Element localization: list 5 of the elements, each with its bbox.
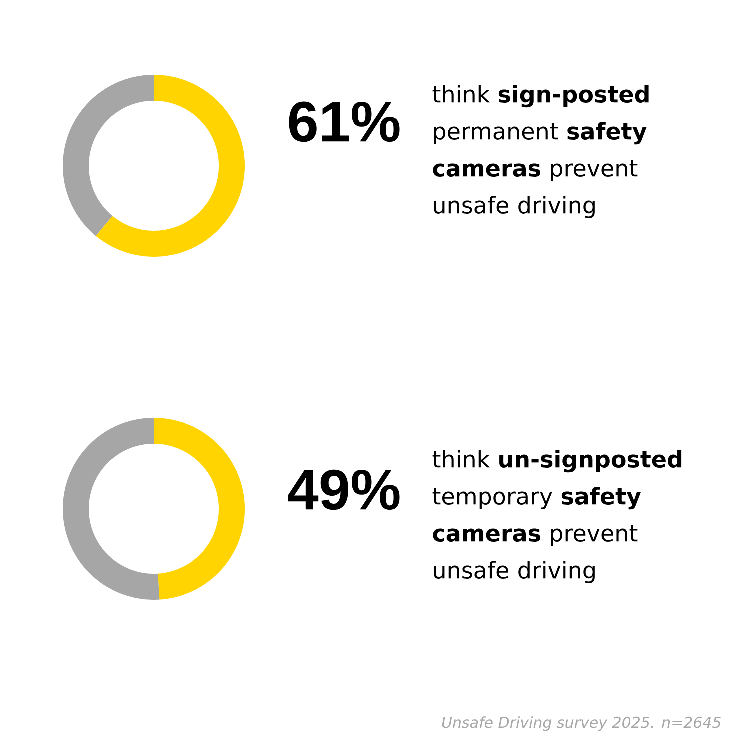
data-label: 61% <box>289 102 400 142</box>
chart-title: think sign-posted permanent safety cameras prevent unsafe driving <box>432 85 649 218</box>
data-label: 49% <box>288 470 400 510</box>
text: Unsafe Driving survey 2025. n=2645 <box>442 716 721 732</box>
chart-title: think un-signposted temporary safety cameras prevent unsafe driving <box>432 450 682 584</box>
